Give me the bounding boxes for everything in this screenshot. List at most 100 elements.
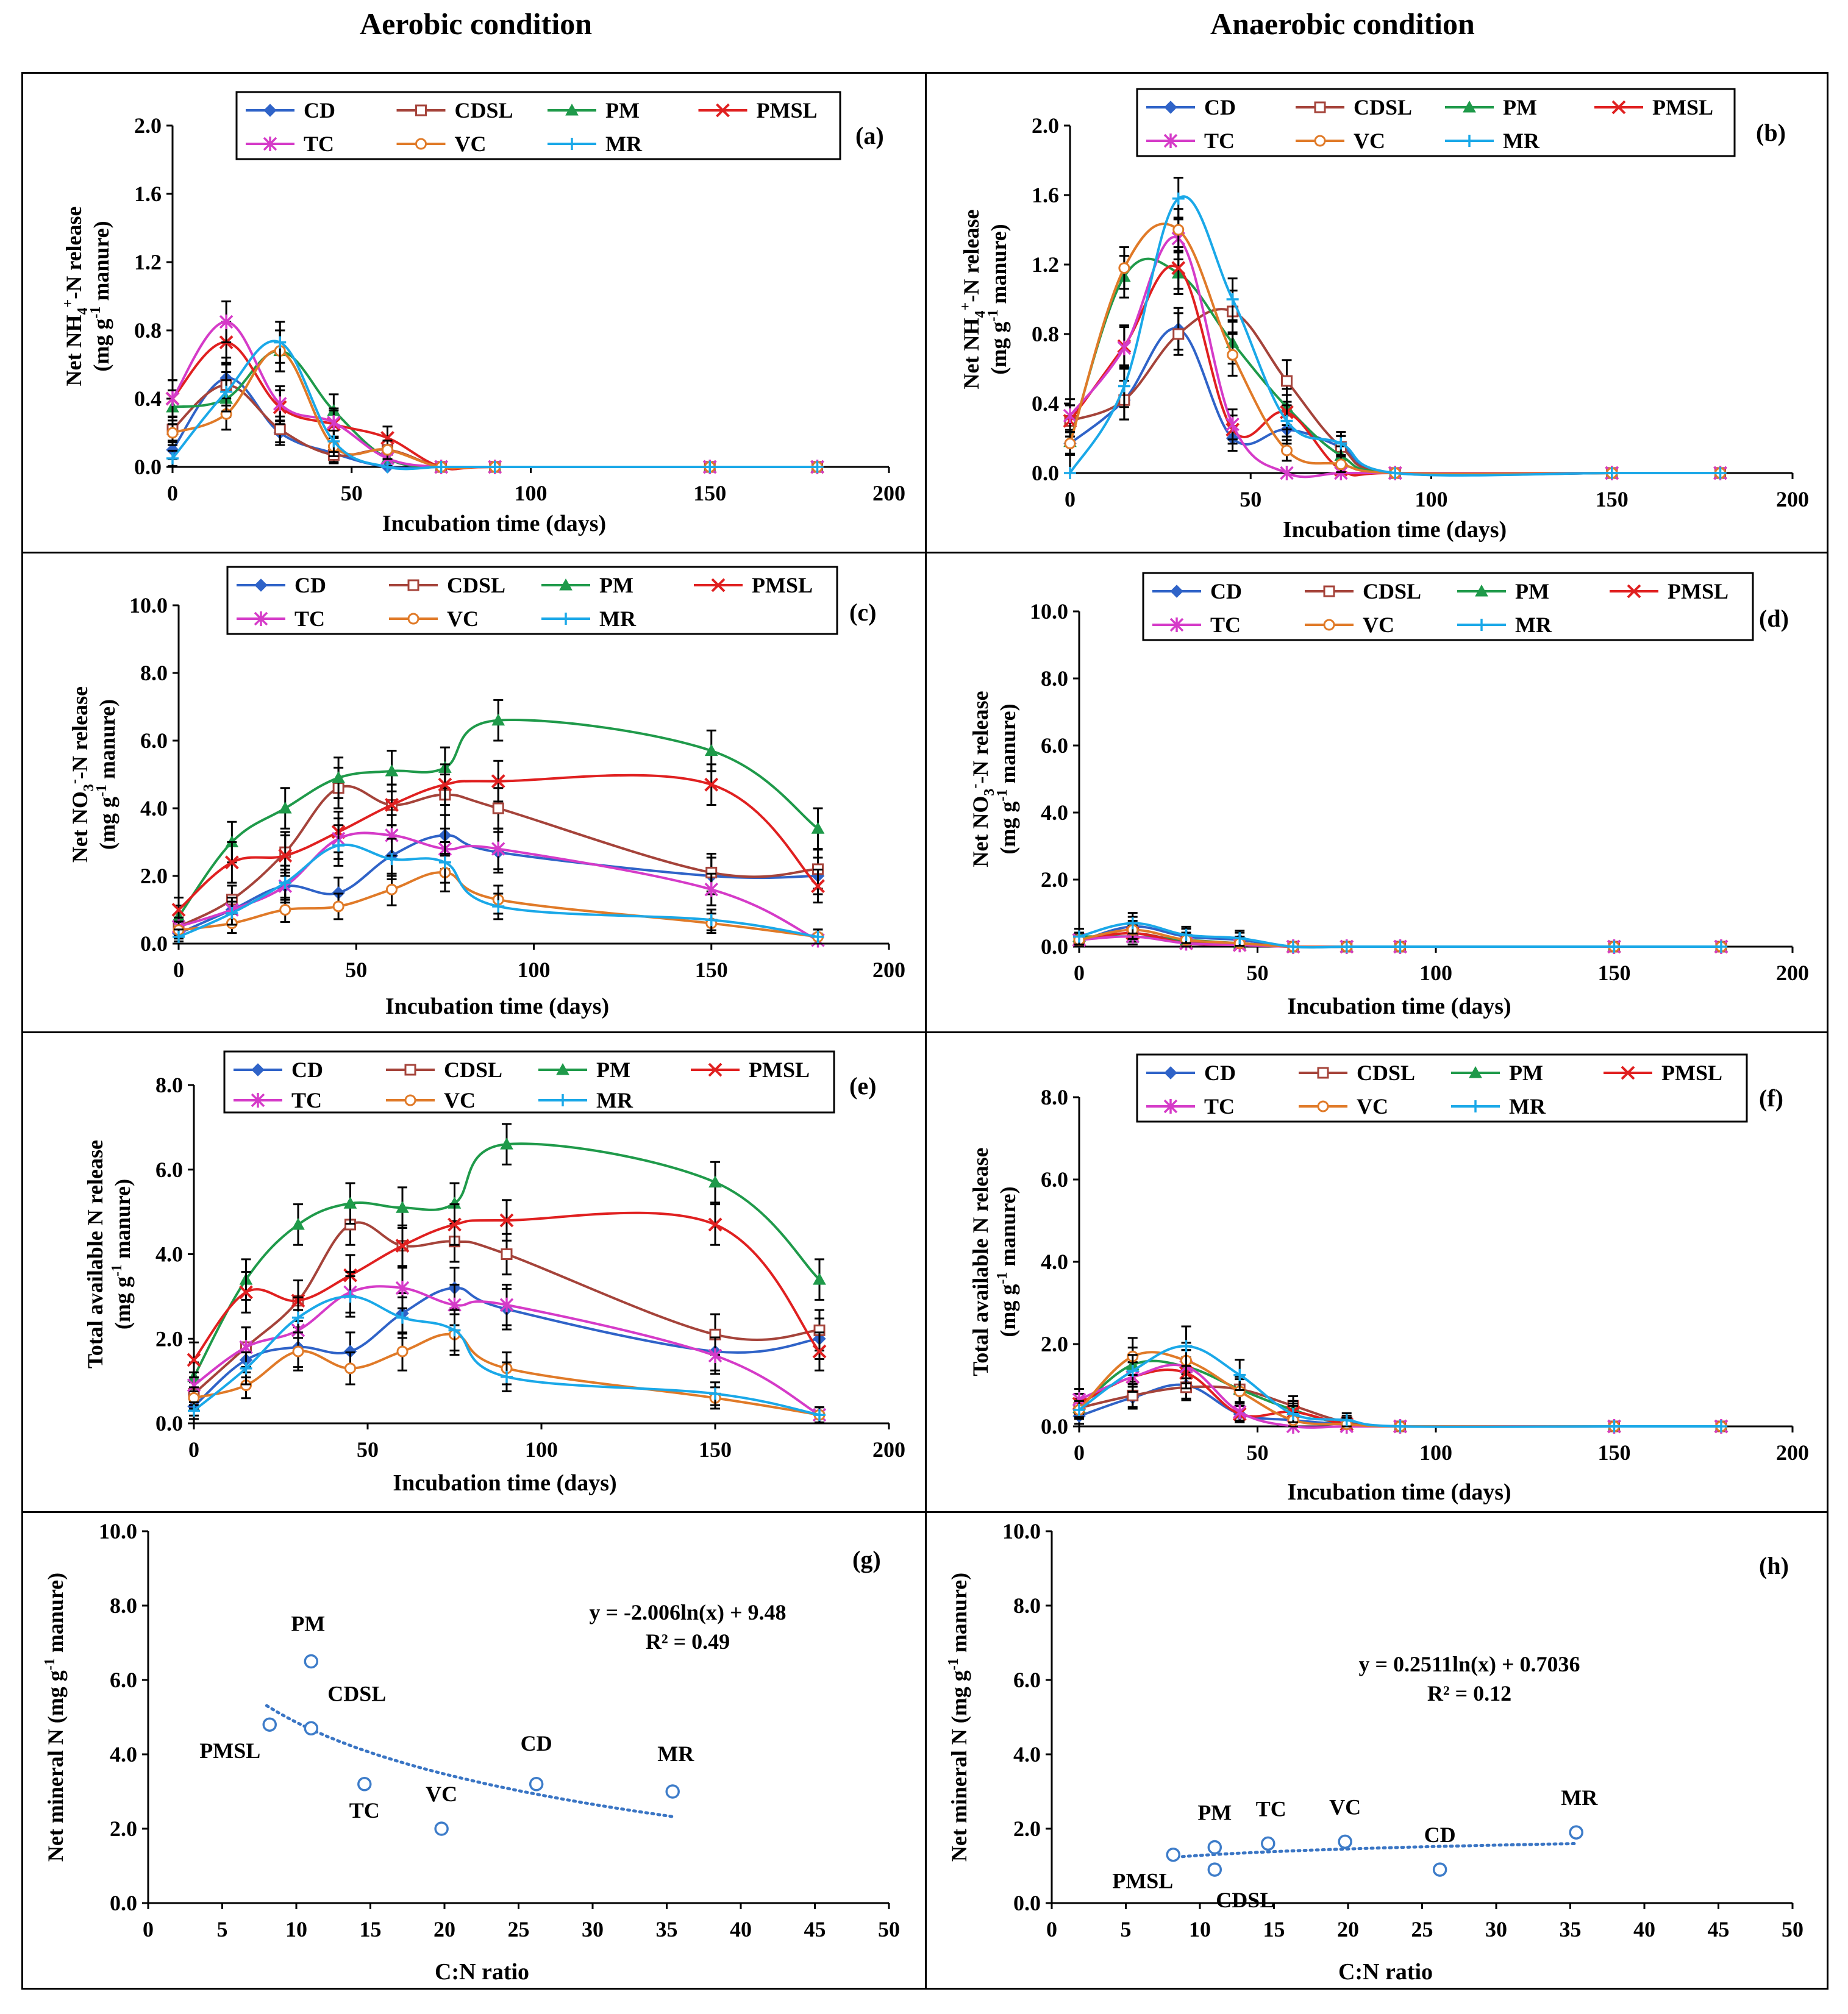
data-point-pmsl	[812, 1344, 827, 1359]
legend-label-tc: TC	[1204, 129, 1235, 153]
series-line-mr	[178, 843, 818, 938]
legend-marker-pmsl	[716, 103, 730, 118]
chart-g: 0.0 2.0 4.0 6.0 8.0 10.0 0 5 10 15 20 25 30 35 40 45 50 C…	[42, 1519, 900, 1985]
data-point-pm	[704, 744, 718, 756]
series-line-pm	[1069, 257, 1721, 476]
chart-h: 0.0 2.0 4.0 6.0 8.0 10.0 0 5 10 15 20 25 30 35 40 45 50 C…	[946, 1519, 1803, 1985]
point-label-vc: VC	[426, 1782, 457, 1806]
point-label-mr: MR	[1561, 1785, 1598, 1810]
legend-label-pm: PM	[1509, 1061, 1543, 1085]
data-point-tc	[395, 1281, 410, 1295]
legend-box	[1136, 1053, 1748, 1123]
legend-marker-vc	[1314, 135, 1326, 147]
legend-label-pmsl: PMSL	[1668, 579, 1728, 603]
point-label-cd: CD	[1424, 1823, 1456, 1847]
data-point-mr	[448, 1324, 461, 1337]
data-point-pm	[813, 1273, 826, 1285]
x-tick-label: 50	[1247, 961, 1269, 985]
x-tick-label: 50	[341, 481, 363, 505]
legend-label-mr: MR	[599, 607, 637, 631]
y-tick-label: 0.0	[110, 1891, 137, 1915]
data-point-pmsl	[395, 1239, 410, 1253]
legend-label-vc: VC	[1354, 129, 1385, 153]
data-point-mr	[709, 1387, 721, 1400]
data-point-mr	[1715, 941, 1727, 953]
y-tick-label: 0.0	[134, 455, 162, 479]
data-point-mr	[1126, 1364, 1139, 1377]
data-point-tc	[1063, 408, 1077, 423]
data-point-mr	[332, 839, 345, 852]
data-point-mr	[385, 853, 398, 866]
series-markers-pm	[1063, 251, 1727, 479]
y-tick-label: 8.0	[140, 661, 168, 685]
legend-marker-cdsl	[415, 104, 427, 116]
data-point-mr	[279, 877, 291, 889]
legend-label-cd: CD	[1204, 1061, 1236, 1085]
data-point-mr	[1389, 467, 1402, 479]
series-line-pm	[172, 349, 818, 469]
data-point-tc	[491, 841, 505, 856]
legend-marker-pmsl	[1627, 584, 1641, 599]
legend-marker-pm	[1469, 1066, 1482, 1078]
x-tick-label: 100	[515, 481, 548, 505]
y-axis-label: Net NH4+-N release	[958, 210, 988, 390]
legend-marker-tc	[251, 1093, 265, 1108]
y-axis-label-line2: (mg g-1 manure)	[88, 221, 113, 371]
panel-f: 0.0 2.0 4.0 6.0 8.0 0 50 100 150 200 Incubation ti…	[925, 1031, 1828, 1513]
legend-marker-cd	[1164, 1066, 1177, 1080]
chart-d: 0.0 2.0 4.0 6.0 8.0 10.0 0 50 100 150 200 Incubatio…	[967, 572, 1809, 1019]
y-tick-label: 4.0	[110, 1742, 137, 1767]
legend-label-mr: MR	[596, 1088, 633, 1112]
legend-marker-pm	[1475, 584, 1488, 597]
y-axis-label: Net NH4+-N release	[60, 207, 91, 386]
legend-marker-tc	[1169, 617, 1184, 632]
y-axis-label: Net NO3--N release	[66, 686, 97, 863]
data-point-pm	[291, 1217, 305, 1230]
data-point-mr	[1287, 1407, 1299, 1420]
point-label-cd: CD	[521, 1731, 552, 1756]
legend-label-cd: CD	[1210, 579, 1242, 603]
panel-g: 0.0 2.0 4.0 6.0 8.0 10.0 0 5 10 15 20 25 30 35 40 45 50 C…	[21, 1511, 927, 1990]
legend-label-pmsl: PMSL	[757, 98, 818, 123]
scatter-point-cdsl	[1207, 1862, 1222, 1877]
series-line-pmsl	[1069, 265, 1721, 477]
data-point-vc	[1281, 444, 1293, 457]
data-point-mr	[1335, 437, 1347, 450]
legend-label-cdsl: CDSL	[1363, 579, 1421, 603]
legend-label-cdsl: CDSL	[447, 573, 505, 597]
point-label-cdsl: CDSL	[1216, 1888, 1274, 1912]
y-tick-label: 2.0	[155, 1326, 183, 1351]
x-tick-label: 150	[1596, 487, 1629, 511]
legend-label-tc: TC	[294, 607, 325, 631]
series-line-pm	[193, 1142, 821, 1378]
x-tick-label: 0	[143, 1917, 154, 1941]
data-point-mr	[1126, 917, 1139, 930]
legend-marker-tc	[1163, 1099, 1178, 1114]
series-markers-tc	[171, 814, 825, 948]
series-markers-pm	[187, 1123, 826, 1392]
series-markers-mr	[1073, 912, 1727, 953]
legend-label-vc: VC	[1363, 613, 1394, 637]
x-tick-label: 50	[345, 958, 367, 982]
legend-marker-pmsl	[711, 578, 726, 592]
y-tick-label: 1.6	[134, 182, 162, 206]
x-tick-label: 0	[1074, 1440, 1085, 1465]
panel-label: (d)	[1759, 605, 1789, 632]
data-point-tc	[708, 1348, 722, 1363]
data-point-pmsl	[187, 1353, 201, 1367]
scatter-point-mr	[665, 1784, 680, 1799]
series-markers-mr	[166, 321, 824, 473]
panel-label: (c)	[849, 599, 876, 626]
series-markers-mr	[1064, 177, 1727, 479]
x-tick-label: 100	[525, 1437, 558, 1462]
legend-marker-pm	[1463, 100, 1476, 113]
data-point-cdsl	[1172, 328, 1185, 340]
data-point-mr	[381, 461, 394, 473]
series-line-tc	[193, 1285, 820, 1416]
data-point-pm	[278, 801, 292, 814]
data-point-tc	[499, 1297, 514, 1312]
data-point-mr	[1605, 467, 1618, 479]
legend-label-pm: PM	[1503, 95, 1537, 119]
legend-label-vc: VC	[444, 1088, 476, 1112]
legend-label-pm: PM	[1515, 579, 1549, 603]
